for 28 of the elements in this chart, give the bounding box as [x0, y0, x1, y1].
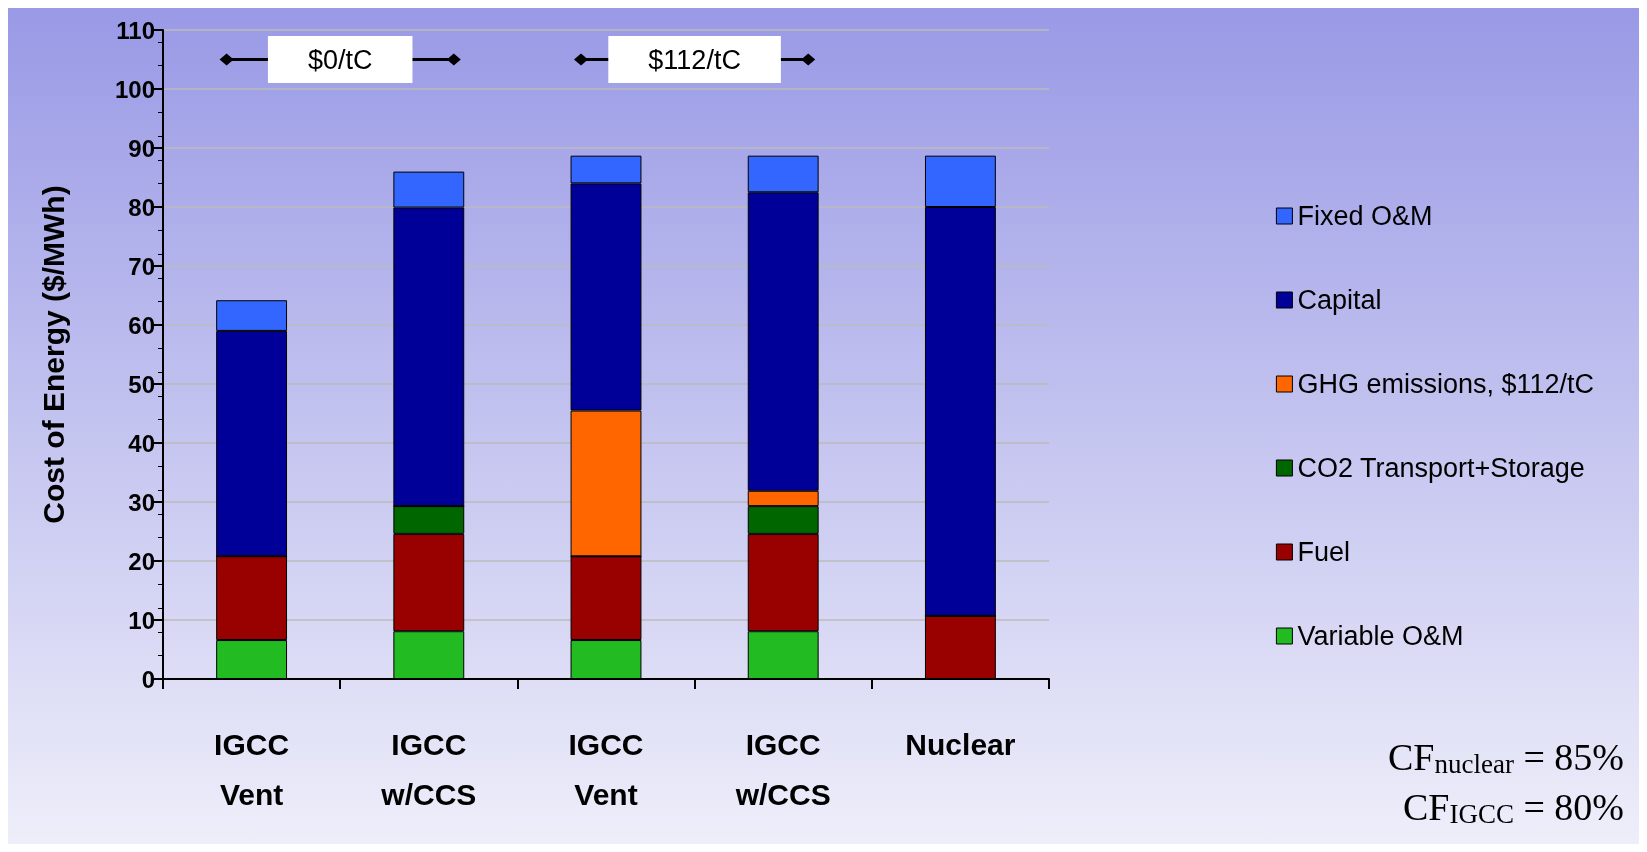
x-tick-label: IGCC w/CCS — [734, 727, 831, 811]
y-tick-label: 100 — [114, 75, 155, 103]
legend-label: Fixed O&M — [1297, 201, 1433, 231]
x-tick-label: IGCC w/CCS — [380, 727, 477, 811]
legend-label: Fuel — [1297, 537, 1350, 567]
y-tick-label: 30 — [128, 488, 155, 516]
annotation: $112/tC — [648, 44, 741, 75]
y-tick-label: 60 — [128, 311, 155, 339]
y-tick-label: 80 — [128, 193, 155, 221]
legend-label: Capital — [1297, 285, 1382, 315]
y-tick-label: 0 — [141, 665, 155, 693]
annotation: $0/tC — [307, 44, 373, 75]
x-tick-label: IGCC Vent — [568, 727, 644, 811]
legend-label: GHG emissions, $112/tC — [1297, 369, 1594, 399]
y-tick-label: 40 — [128, 429, 155, 457]
y-axis-title: Cost of Energy ($/MWh) — [36, 185, 70, 524]
x-tick-label: IGCC Vent — [214, 727, 290, 811]
text: CFIGCC = 80% — [1402, 786, 1625, 829]
legend-label: CO2 Transport+Storage — [1297, 453, 1585, 483]
text: CFnuclear = 85% — [1387, 736, 1625, 779]
y-tick-label: 10 — [128, 606, 155, 634]
y-tick-label: 70 — [128, 252, 155, 280]
y-tick-label: 50 — [128, 370, 155, 398]
legend-label: Variable O&M — [1297, 621, 1464, 651]
y-tick-label: 20 — [128, 547, 155, 575]
y-tick-label: 110 — [116, 16, 155, 44]
x-tick-label: Nuclear — [905, 727, 1016, 761]
y-tick-label: 90 — [128, 134, 155, 162]
